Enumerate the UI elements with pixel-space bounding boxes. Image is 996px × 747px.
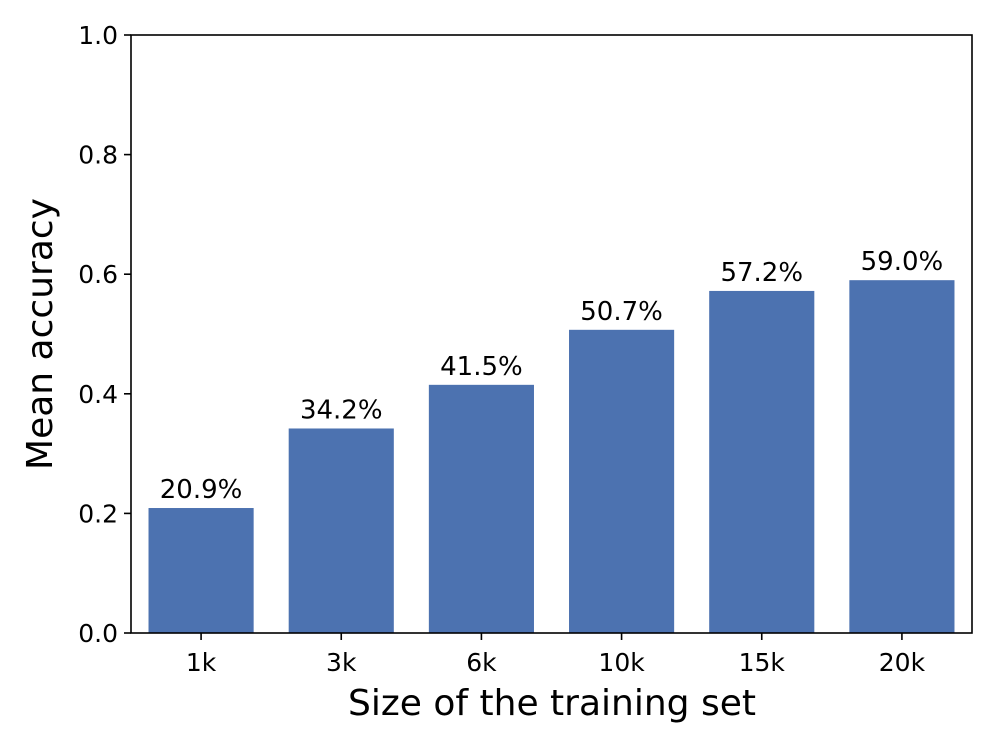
- x-tick-label-6k: 6k: [466, 648, 497, 677]
- y-axis-title: Mean accuracy: [20, 198, 61, 470]
- x-tick-label-1k: 1k: [186, 648, 217, 677]
- x-axis-title: Size of the training set: [348, 683, 756, 724]
- x-tick-label-20k: 20k: [879, 648, 926, 677]
- bar-10k: [569, 329, 675, 633]
- bar-20k: [849, 280, 955, 633]
- data-label-15k: 57.2%: [720, 258, 803, 288]
- data-label-6k: 41.5%: [440, 352, 523, 382]
- plot-frame: [130, 34, 973, 634]
- bars-layer: [148, 280, 955, 633]
- bar-3k: [288, 428, 394, 633]
- y-tick-label-0.4: 0.4: [78, 380, 118, 409]
- y-tick-label-0.8: 0.8: [78, 141, 118, 170]
- x-tick-label-15k: 15k: [739, 648, 786, 677]
- bar-6k: [428, 384, 534, 633]
- bar-1k: [148, 508, 254, 633]
- y-tick-label-0.6: 0.6: [78, 260, 118, 289]
- x-tick-label-3k: 3k: [326, 648, 357, 677]
- data-label-20k: 59.0%: [861, 247, 944, 277]
- data-label-3k: 34.2%: [300, 395, 383, 425]
- y-tick-label-1.0: 1.0: [78, 21, 118, 50]
- x-axis: 1k 3k 6k 10k 15k 20k: [186, 633, 926, 677]
- y-tick-label-0.2: 0.2: [78, 499, 118, 528]
- data-label-1k: 20.9%: [160, 475, 243, 505]
- y-axis: 0.0 0.2 0.4 0.6 0.8 1.0: [78, 21, 131, 648]
- x-tick-label-10k: 10k: [598, 648, 645, 677]
- y-tick-label-0.0: 0.0: [78, 619, 118, 648]
- data-label-10k: 50.7%: [580, 297, 663, 327]
- data-labels-layer: 20.9% 34.2% 41.5% 50.7% 57.2% 59.0%: [160, 247, 943, 505]
- bar-15k: [709, 290, 815, 633]
